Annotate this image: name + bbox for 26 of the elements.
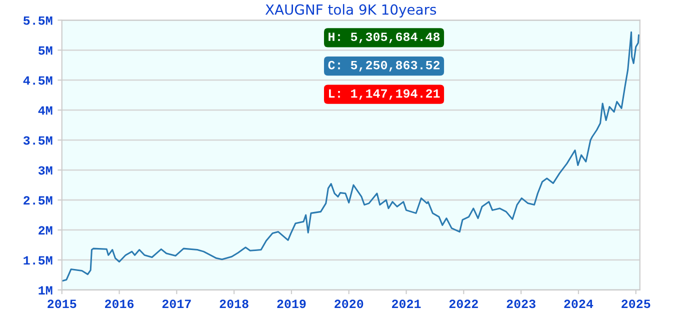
x-tick-label: 2025 — [622, 300, 650, 308]
annotation: C: 5,250,863.52 — [328, 60, 440, 72]
y-tick-label: 4M — [38, 106, 52, 115]
line-series — [62, 31, 640, 282]
x-tick-label: 2022 — [449, 300, 478, 308]
x-tick-label: 2024 — [564, 300, 594, 308]
x-tick-label: 2015 — [48, 300, 76, 308]
x-tick-label: 2018 — [220, 300, 248, 308]
x-tick-label: 2019 — [277, 300, 306, 308]
x-tick-label: 2021 — [392, 300, 421, 308]
y-tick-label: 4.5M — [23, 76, 52, 85]
y-tick-label: 3.5M — [23, 136, 52, 145]
chart-title: XAUGNF tola 9K 10years — [265, 4, 436, 18]
x-tick-label: 2023 — [506, 300, 536, 308]
x-tick-label: 2016 — [105, 300, 134, 308]
annotation: L: 1,147,194.21 — [329, 89, 440, 100]
y-tick-label: 5M — [38, 46, 52, 55]
y-tick-label: 2.5M — [24, 196, 52, 205]
y-tick-label: 5.5M — [23, 16, 52, 25]
y-tick-label: 2M — [38, 226, 52, 235]
y-tick-label: 1M — [38, 286, 52, 294]
y-tick-label: 1.5M — [24, 256, 52, 265]
x-tick-label: 2020 — [334, 300, 364, 308]
annotation: H: 5,305,684.48 — [328, 32, 440, 44]
y-tick-label: 3M — [38, 166, 52, 175]
x-tick-label: 2017 — [162, 300, 191, 308]
